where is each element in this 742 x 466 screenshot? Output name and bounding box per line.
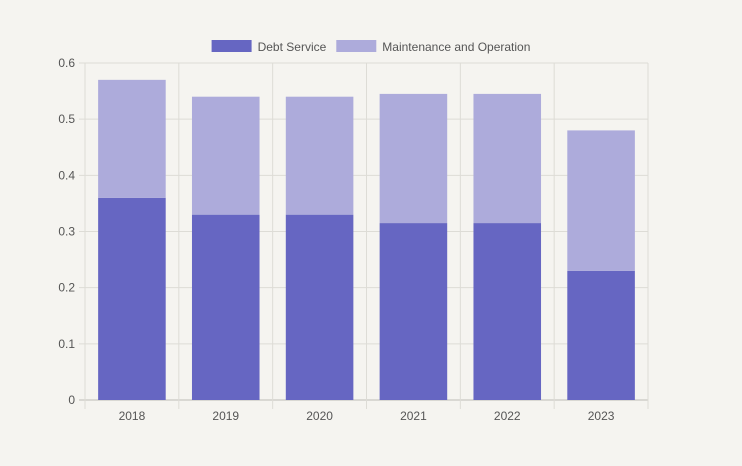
- y-tick-label: 0.5: [58, 112, 75, 126]
- legend-item-maintenance-and-operation[interactable]: Maintenance and Operation: [336, 40, 530, 54]
- bar-maintenance-and-operation-2023[interactable]: [567, 130, 635, 271]
- y-tick-label: 0.3: [58, 225, 75, 239]
- legend-label: Maintenance and Operation: [382, 40, 530, 54]
- bar-debt-service-2019[interactable]: [191, 214, 260, 400]
- y-tick-label: 0: [68, 393, 75, 407]
- bar-maintenance-and-operation-2022[interactable]: [473, 93, 542, 224]
- x-tick-label: 2021: [400, 409, 427, 423]
- bar-debt-service-2018[interactable]: [98, 197, 166, 400]
- bar-debt-service-2020[interactable]: [285, 214, 354, 400]
- x-tick-label: 2018: [119, 409, 146, 423]
- x-tick-label: 2022: [494, 409, 521, 423]
- grid-layer: [79, 62, 649, 409]
- legend-swatch: [211, 40, 252, 52]
- x-tick-label: 2019: [212, 409, 239, 423]
- bar-debt-service-2023[interactable]: [567, 270, 635, 400]
- y-tick-label: 0.4: [58, 168, 75, 182]
- axis-layer: 0 0.1 0.2 0.3 0.4 0.5 0.6 2018 2019 2020 2021 2022 2…: [58, 56, 614, 423]
- x-tick-label: 2023: [588, 409, 615, 423]
- x-tick-label: 2020: [306, 409, 333, 423]
- legend[interactable]: Debt Service Maintenance and Operation: [211, 40, 531, 54]
- bar-maintenance-and-operation-2019[interactable]: [191, 96, 260, 215]
- legend-swatch: [336, 40, 377, 52]
- y-tick-label: 0.1: [58, 337, 75, 351]
- legend-item-debt-service[interactable]: Debt Service: [211, 40, 327, 54]
- y-tick-label: 0.6: [58, 56, 75, 70]
- legend-label: Debt Service: [258, 40, 327, 54]
- bar-debt-service-2022[interactable]: [473, 223, 542, 400]
- bar-debt-service-2021[interactable]: [379, 223, 448, 400]
- bar-maintenance-and-operation-2018[interactable]: [98, 79, 166, 198]
- bars-layer: [98, 79, 635, 400]
- bar-maintenance-and-operation-2020[interactable]: [285, 96, 354, 215]
- bar-maintenance-and-operation-2021[interactable]: [379, 93, 448, 224]
- y-tick-label: 0.2: [58, 281, 75, 295]
